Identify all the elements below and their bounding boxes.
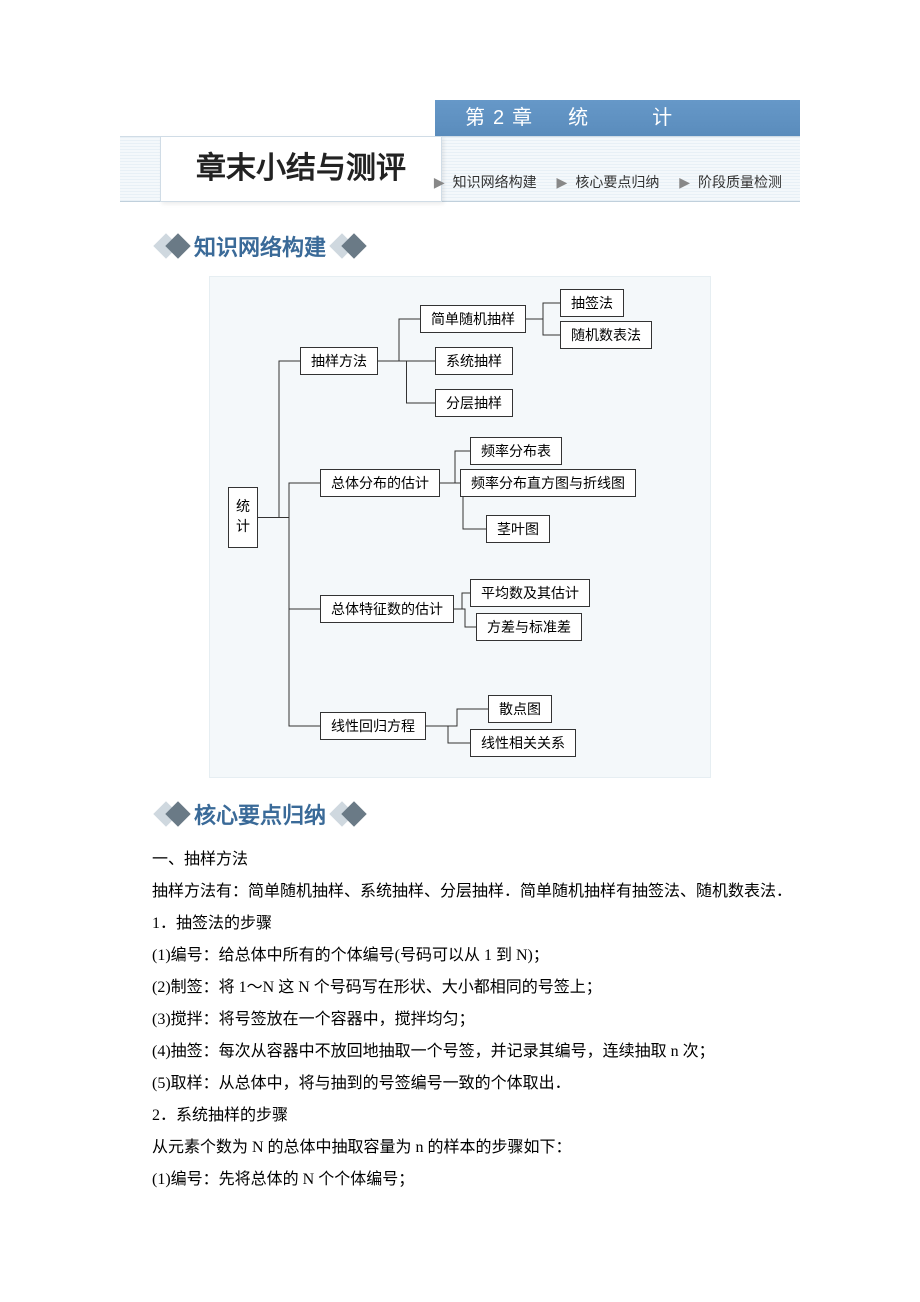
- nav-item-2: 核心要点归纳: [575, 174, 659, 190]
- page-title: 章末小结与测评: [160, 136, 442, 202]
- step-item: (5)取样：从总体中，将与抽到的号签编号一致的个体取出．: [120, 1068, 800, 1100]
- diagram-node: 总体特征数的估计: [320, 595, 454, 623]
- diagram-node: 散点图: [488, 695, 552, 723]
- chapter-header: 第2章 统 计 章末小结与测评 ▶知识网络构建 ▶核心要点归纳 ▶阶段质量检测: [120, 100, 800, 210]
- diagram-node: 线性回归方程: [320, 712, 426, 740]
- step-item: (4)抽签：每次从容器中不放回地抽取一个号签，并记录其编号，连续抽取 n 次；: [120, 1036, 800, 1068]
- paragraph: 从元素个数为 N 的总体中抽取容量为 n 的样本的步骤如下：: [120, 1132, 800, 1164]
- diagram-node: 随机数表法: [560, 321, 652, 349]
- subheading-lottery: 1．抽签法的步骤: [120, 908, 800, 940]
- diagram-node: 频率分布表: [470, 437, 562, 465]
- diagram-node: 总体分布的估计: [320, 469, 440, 497]
- nav-item-3: 阶段质量检测: [698, 174, 782, 190]
- step-item: (3)搅拌：将号签放在一个容器中，搅拌均匀；: [120, 1004, 800, 1036]
- step-item: (1)编号：先将总体的 N 个个体编号；: [120, 1164, 800, 1196]
- section-heading-label: 核心要点归纳: [194, 798, 326, 830]
- diagram-node: 茎叶图: [486, 515, 550, 543]
- diagram-node: 抽签法: [560, 289, 624, 317]
- step-item: (1)编号：给总体中所有的个体编号(号码可以从 1 到 N)；: [120, 940, 800, 972]
- diagram-node: 方差与标准差: [476, 613, 582, 641]
- section-heading-network: 知识网络构建: [160, 230, 800, 262]
- section-heading-keypoints: 核心要点归纳: [160, 798, 800, 830]
- diagram-node: 分层抽样: [435, 389, 513, 417]
- knowledge-network-diagram: 统 计抽样方法简单随机抽样抽签法随机数表法系统抽样分层抽样总体分布的估计频率分布…: [209, 276, 711, 778]
- diagram-node: 线性相关关系: [470, 729, 576, 757]
- section-heading-label: 知识网络构建: [194, 230, 326, 262]
- nav-item-1: 知识网络构建: [453, 174, 537, 190]
- step-item: (2)制签：将 1～N 这 N 个号码写在形状、大小都相同的号签上；: [120, 972, 800, 1004]
- subheading-sampling: 一、抽样方法: [120, 844, 800, 876]
- diagram-node: 抽样方法: [300, 347, 378, 375]
- subheading-systematic: 2．系统抽样的步骤: [120, 1100, 800, 1132]
- diagram-node: 频率分布直方图与折线图: [460, 469, 636, 497]
- diagram-node: 简单随机抽样: [420, 305, 526, 333]
- body-content: 一、抽样方法 抽样方法有：简单随机抽样、系统抽样、分层抽样．简单随机抽样有抽签法…: [120, 844, 800, 1196]
- diagram-node: 平均数及其估计: [470, 579, 590, 607]
- chapter-banner: 第2章 统 计: [435, 100, 800, 136]
- paragraph: 抽样方法有：简单随机抽样、系统抽样、分层抽样．简单随机抽样有抽签法、随机数表法．: [120, 876, 800, 908]
- diagram-node: 系统抽样: [435, 347, 513, 375]
- header-nav: ▶知识网络构建 ▶核心要点归纳 ▶阶段质量检测: [426, 172, 790, 192]
- diagram-root: 统 计: [228, 487, 258, 548]
